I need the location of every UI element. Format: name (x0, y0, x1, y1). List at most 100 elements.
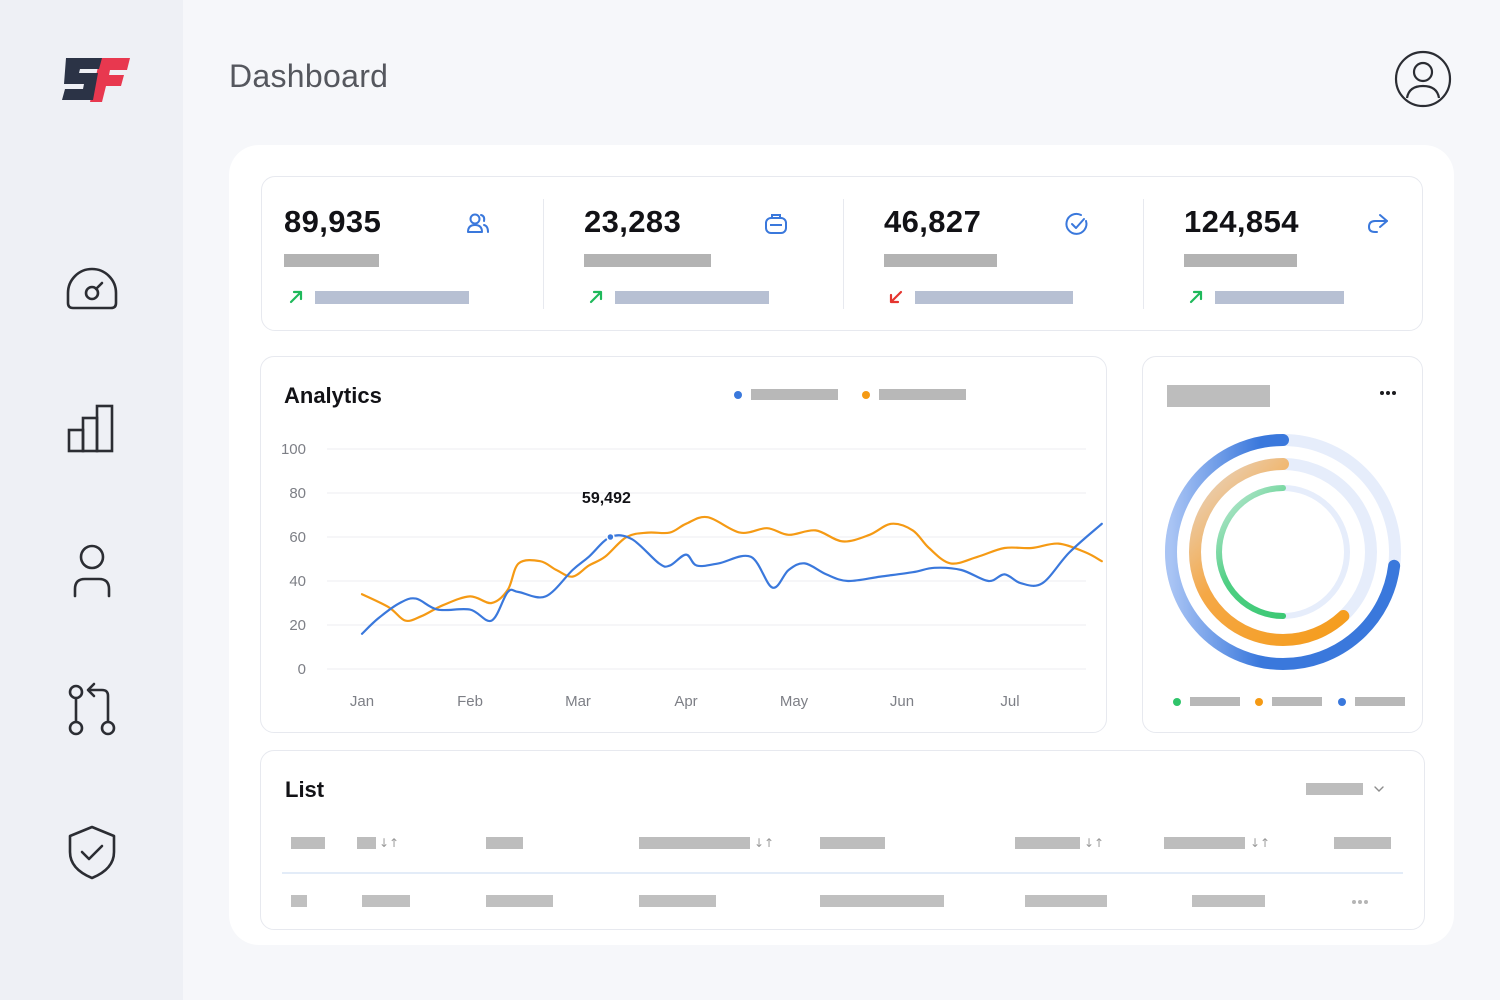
sidebar-item-security[interactable] (63, 823, 121, 881)
sidebar-item-dashboard[interactable] (63, 262, 121, 320)
analytics-title: Analytics (284, 383, 382, 408)
stat-card[interactable]: 23,283 (562, 177, 862, 332)
stat-value: 46,827 (884, 204, 982, 239)
legend-dot-series3 (1173, 698, 1181, 706)
more-horizontal-icon[interactable] (1351, 899, 1371, 905)
stat-trend-placeholder (315, 291, 469, 304)
stat-card[interactable]: 124,854 (1162, 177, 1462, 332)
stat-trend-placeholder (615, 291, 769, 304)
briefcase-icon (765, 214, 787, 234)
column-header (291, 837, 325, 849)
stat-trend-placeholder (915, 291, 1073, 304)
sort-icon[interactable]: ↓↑ (379, 836, 400, 850)
x-tick-label: Jun (890, 693, 914, 710)
stat-label-placeholder (884, 254, 997, 267)
line-chart[interactable]: 100 80 60 40 20 0 Jan Feb Mar Apr May Jun Jul 59,492 (261, 357, 1108, 734)
stat-trend-placeholder (1215, 291, 1344, 304)
user-circle-icon (1394, 50, 1452, 108)
chevron-down-icon (1374, 786, 1384, 792)
donut-chart[interactable] (1158, 427, 1408, 677)
x-tick-label: Mar (565, 693, 591, 710)
shield-check-icon (68, 825, 116, 880)
profile-button[interactable] (1394, 50, 1452, 108)
list-panel: List ↓↑ ↓↑ ↓↑ ↓↑ (260, 750, 1425, 930)
sidebar-item-workflows[interactable] (63, 681, 121, 739)
tooltip-point[interactable] (606, 532, 615, 542)
column-header[interactable] (639, 837, 750, 849)
stat-divider (843, 199, 844, 309)
list-title: List (285, 777, 325, 802)
more-horizontal-icon[interactable] (1379, 389, 1399, 397)
legend-label-placeholder (1355, 697, 1405, 706)
column-header[interactable] (1164, 837, 1245, 849)
stat-value: 124,854 (1184, 204, 1299, 239)
table-cell (362, 895, 410, 907)
user-icon (73, 544, 111, 598)
x-tick-label: Jan (350, 693, 374, 710)
header-divider (282, 872, 1403, 874)
stats-panel: 89,935 23,283 46,827 (261, 176, 1423, 331)
sidebar-item-users[interactable] (63, 542, 121, 600)
legend-label-placeholder (1272, 697, 1322, 706)
stat-divider (1143, 199, 1144, 309)
table-cell (1192, 895, 1265, 907)
table-cell (291, 895, 307, 907)
legend-dot-series1 (734, 391, 742, 399)
table-cell (820, 895, 944, 907)
stat-value: 89,935 (284, 204, 382, 239)
sidebar-item-analytics[interactable] (63, 399, 121, 457)
git-pull-request-icon (68, 682, 116, 736)
stat-divider (543, 199, 544, 309)
stat-label-placeholder (584, 254, 711, 267)
stat-value: 23,283 (584, 204, 682, 239)
column-header[interactable] (1015, 837, 1080, 849)
tooltip-value: 59,492 (582, 490, 631, 507)
users-icon (467, 213, 489, 233)
stat-card[interactable]: 46,827 (862, 177, 1162, 332)
donut-ring-series3 (1216, 485, 1350, 619)
y-tick-label: 100 (281, 441, 306, 458)
check-circle-icon (1065, 212, 1088, 235)
x-tick-label: Apr (674, 693, 697, 710)
stat-label-placeholder (1184, 254, 1297, 267)
legend-dot-series1 (1338, 698, 1346, 706)
column-header (486, 837, 523, 849)
filter-label-placeholder (1306, 783, 1363, 795)
sort-icon[interactable]: ↓↑ (1084, 836, 1105, 850)
column-header[interactable] (357, 837, 376, 849)
stat-card[interactable]: 89,935 (262, 177, 562, 332)
stat-label-placeholder (284, 254, 379, 267)
trend-up-icon (289, 290, 303, 304)
x-tick-label: Jul (1000, 693, 1019, 710)
y-tick-label: 40 (289, 573, 306, 590)
legend-label-placeholder (1190, 697, 1240, 706)
sort-icon[interactable]: ↓↑ (1250, 836, 1271, 850)
share-icon (1367, 214, 1388, 233)
donut-title-placeholder (1167, 385, 1270, 407)
page-title: Dashboard (229, 58, 389, 94)
list-filter-dropdown[interactable] (1306, 783, 1396, 799)
series-line[interactable] (360, 522, 1103, 635)
x-tick-label: Feb (457, 693, 483, 710)
column-header (1334, 837, 1391, 849)
table-cell (1025, 895, 1107, 907)
series-line[interactable] (360, 515, 1103, 623)
table-cell (639, 895, 716, 907)
y-tick-label: 60 (289, 529, 306, 546)
donut-ring-series2 (1189, 458, 1377, 646)
analytics-panel: Analytics 100 80 60 40 20 0 Jan Feb Mar Apr May Jun… (260, 356, 1107, 733)
y-tick-label: 0 (298, 661, 306, 678)
donut-ring-series1 (1165, 434, 1401, 670)
trend-down-icon (889, 290, 903, 304)
trend-up-icon (1189, 290, 1203, 304)
legend-label-placeholder (751, 389, 838, 400)
sidebar (0, 0, 183, 1000)
legend-dot-series2 (1255, 698, 1263, 706)
brand-logo[interactable] (60, 52, 132, 106)
legend-label-placeholder (879, 389, 966, 400)
y-tick-label: 20 (289, 617, 306, 634)
trend-up-icon (589, 290, 603, 304)
donut-panel (1142, 356, 1423, 733)
y-tick-label: 80 (289, 485, 306, 502)
sort-icon[interactable]: ↓↑ (754, 836, 775, 850)
